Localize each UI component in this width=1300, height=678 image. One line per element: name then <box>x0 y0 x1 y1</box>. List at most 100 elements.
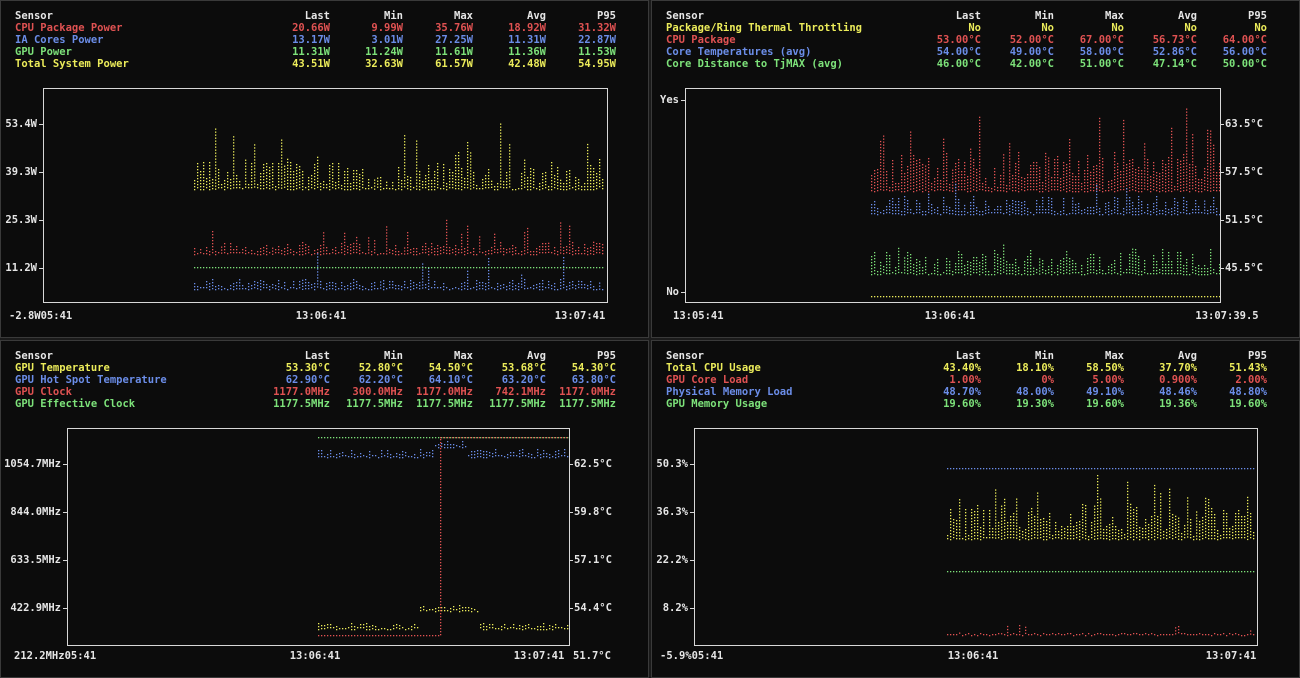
sensor-min: 42.00°C <box>1009 58 1054 70</box>
sensor-min: 48.00% <box>1016 386 1054 398</box>
header-last: Last <box>955 10 981 22</box>
sensor-last: No <box>968 22 981 34</box>
sensor-name: GPU Power <box>15 46 72 58</box>
sensor-p95: 56.00°C <box>1222 46 1267 58</box>
series-dots <box>871 183 1220 216</box>
y2-tick-mark <box>569 464 573 465</box>
sensor-p95: No <box>1254 22 1267 34</box>
y-tick-label: 25.3W <box>5 214 37 226</box>
y-tick-mark <box>39 124 43 125</box>
x-tick-label: 13:06:41 <box>924 310 976 322</box>
sensor-p95: 1177.0MHz <box>559 386 616 398</box>
sensor-p95: 22.87W <box>578 34 616 46</box>
sensor-name: Core Temperatures (avg) <box>666 46 812 58</box>
sensor-p95: 54.95W <box>578 58 616 70</box>
header-min: Min <box>384 350 403 362</box>
sensor-p95: 31.32W <box>578 22 616 34</box>
sensor-last: 46.00°C <box>936 58 981 70</box>
y-tick-label: 50.3% <box>656 458 688 470</box>
gpu-plot <box>67 428 570 646</box>
sensor-avg: 47.14°C <box>1152 58 1197 70</box>
sensor-min: 300.0MHz <box>352 386 403 398</box>
sensor-name: GPU Core Load <box>666 374 749 386</box>
header-sensor: Sensor <box>666 350 704 362</box>
series-dots <box>947 625 1255 637</box>
y2-tick-label: 63.5°C <box>1225 118 1263 130</box>
header-max: Max <box>454 10 473 22</box>
y-tick-label: Yes <box>660 94 679 106</box>
y2-tick-mark <box>569 512 573 513</box>
temperature-plot <box>685 88 1221 303</box>
sensor-min: 52.80°C <box>358 362 403 374</box>
sensor-min: 11.24W <box>365 46 403 58</box>
sensor-p95: 51.43% <box>1229 362 1267 374</box>
sensor-max: 27.25W <box>435 34 473 46</box>
sensor-last: 1177.0MHz <box>273 386 330 398</box>
sensor-p95: 50.00°C <box>1222 58 1267 70</box>
y-tick-label: 11.2W <box>5 262 37 274</box>
sensor-p95: 54.30°C <box>571 362 616 374</box>
sensor-name: GPU Memory Usage <box>666 398 768 410</box>
sensor-max: 61.57W <box>435 58 473 70</box>
header-p95: P95 <box>1248 350 1267 362</box>
sensor-avg: 11.31W <box>508 34 546 46</box>
y2-tick-label: 57.5°C <box>1225 166 1263 178</box>
x-tick-label: 13:06:41 <box>295 310 347 322</box>
sensor-max: 11.61W <box>435 46 473 58</box>
sensor-max: 67.00°C <box>1079 34 1124 46</box>
y-tick-label: 633.5MHz <box>10 554 61 566</box>
sensor-max: No <box>1111 22 1124 34</box>
header-last: Last <box>304 350 330 362</box>
sensor-avg: 42.48W <box>508 58 546 70</box>
y-tick-mark <box>63 560 67 561</box>
sensor-last: 13.17W <box>292 34 330 46</box>
sensor-min: 32.63W <box>365 58 403 70</box>
series-dots <box>194 253 604 291</box>
sensor-p95: 19.60% <box>1229 398 1267 410</box>
y-tick-label: 53.4W <box>5 118 37 130</box>
header-sensor: Sensor <box>15 350 53 362</box>
sensor-last: 1177.5MHz <box>273 398 330 410</box>
y-tick-mark <box>63 608 67 609</box>
x-tick-label: 13:06:41 <box>947 650 999 662</box>
sensor-avg: 37.70% <box>1159 362 1197 374</box>
y-tick-label: 422.9MHz <box>10 602 61 614</box>
sensor-name: Package/Ring Thermal Throttling <box>666 22 862 34</box>
temperature-chart-svg <box>871 108 1220 298</box>
y-tick-label: 36.3% <box>656 506 688 518</box>
y-tick-mark <box>690 512 694 513</box>
sensor-avg: 18.92W <box>508 22 546 34</box>
y2-tick-label: 59.8°C <box>574 506 612 518</box>
sensor-name: Physical Memory Load <box>666 386 793 398</box>
sensor-max: 54.50°C <box>428 362 473 374</box>
sensor-max: 5.00% <box>1092 374 1124 386</box>
header-p95: P95 <box>1248 10 1267 22</box>
sensor-min: 9.99W <box>371 22 403 34</box>
sensor-last: 62.90°C <box>285 374 330 386</box>
sensor-last: 19.60% <box>943 398 981 410</box>
y-tick-mark <box>681 292 685 293</box>
series-line <box>318 635 440 637</box>
gpu-clock-spike <box>440 439 442 636</box>
header-max: Max <box>454 350 473 362</box>
series-line <box>318 437 569 439</box>
power-chart-svg <box>194 123 604 291</box>
y-tick-mark <box>39 172 43 173</box>
sensor-min: 1177.5MHz <box>346 398 403 410</box>
x-tick-label: 13:06:41 <box>289 650 341 662</box>
sensor-min: 3.01W <box>371 34 403 46</box>
sensor-max: 49.10% <box>1086 386 1124 398</box>
y-tick-label: 844.0MHz <box>10 506 61 518</box>
header-min: Min <box>1035 350 1054 362</box>
sensor-last: 11.31W <box>292 46 330 58</box>
x-tick-label: 13:07:41 <box>513 650 565 662</box>
y2-tick-label: 54.4°C <box>574 602 612 614</box>
sensor-name: CPU Package Power <box>15 22 123 34</box>
sensor-max: 51.00°C <box>1079 58 1124 70</box>
header-avg: Avg <box>1178 350 1197 362</box>
y2-tick-mark <box>569 560 573 561</box>
sensor-p95: 2.00% <box>1235 374 1267 386</box>
y2-tick-mark <box>1220 124 1224 125</box>
usage-plot <box>694 428 1258 646</box>
y2-tick-label: 62.5°C <box>574 458 612 470</box>
